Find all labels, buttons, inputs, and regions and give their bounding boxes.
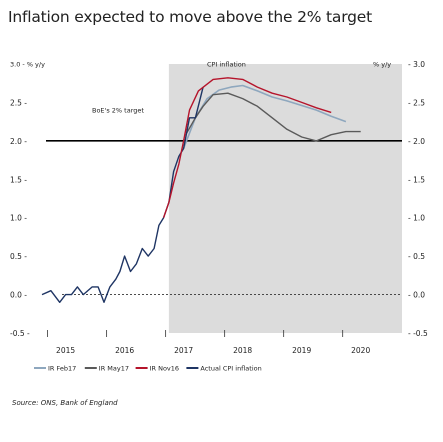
- x-axis: 2015 2016 2017 2018 2019 2020: [47, 330, 370, 355]
- y-axis-right: - 3.0 - 2.5 - 2.0 - 1.5 - 1.0 - 0.5 - 0.0 - -0.…: [408, 60, 428, 338]
- series-line-ir-feb17: [182, 84, 347, 149]
- shaded-region-label: CPI inflation: [207, 61, 246, 69]
- y-tick-label-right: - -0.5: [408, 329, 428, 338]
- left-axis-label: 3.0 - % y/y: [10, 61, 45, 69]
- forecast-shading: [168, 64, 402, 333]
- x-tick-label: 2017: [174, 346, 193, 355]
- legend-label: IR Feb17: [48, 365, 76, 373]
- series-line-actual: [41, 86, 204, 303]
- y-tick-label-left: 1.5 -: [10, 175, 27, 184]
- series-lines: [41, 77, 361, 303]
- y-tick-label-left: 2.5 -: [10, 98, 27, 107]
- x-tick-label: 2016: [115, 346, 134, 355]
- chart-title: Inflation expected to move above the 2% …: [8, 8, 372, 26]
- y-tick-label-left: 2.0 -: [10, 137, 27, 146]
- y-tick-label-left: -0.5 -: [10, 329, 30, 338]
- series-line-ir-may17: [185, 92, 361, 142]
- legend: IR Feb17 IR May17 IR Nov16 Actual CPI infla…: [34, 365, 262, 373]
- y-tick-label-left: 0.0 -: [10, 291, 27, 300]
- target-label: BoE's 2% target: [92, 106, 144, 114]
- y-tick-label-right: - 1.5: [408, 175, 425, 184]
- x-tick-label: 2018: [233, 346, 252, 355]
- y-tick-label-right: - 1.0: [408, 214, 425, 223]
- legend-label: IR May17: [99, 365, 129, 373]
- y-tick-label-right: - 3.0: [408, 60, 425, 69]
- x-tick-label: 2015: [56, 346, 75, 355]
- right-axis-label: % y/y: [373, 61, 391, 69]
- y-tick-label-right: - 0.5: [408, 252, 425, 261]
- y-tick-label-left: 0.5 -: [10, 252, 27, 261]
- legend-label: Actual CPI inflation: [200, 365, 261, 373]
- y-tick-label-right: - 2.5: [408, 98, 425, 107]
- x-tick-label: 2019: [292, 346, 311, 355]
- source-note: Source: ONS, Bank of England: [12, 399, 118, 407]
- y-tick-label-right: - 0.0: [408, 291, 425, 300]
- y-tick-label-left: 1.0 -: [10, 214, 27, 223]
- y-axis-left: 2.5 - 2.0 - 1.5 - 1.0 - 0.5 - 0.0 - -0.5 -: [10, 98, 30, 338]
- legend-label: IR Nov16: [150, 365, 179, 373]
- x-tick-label: 2020: [351, 346, 370, 355]
- series-line-ir-nov16: [162, 77, 332, 218]
- y-tick-label-right: - 2.0: [408, 137, 425, 146]
